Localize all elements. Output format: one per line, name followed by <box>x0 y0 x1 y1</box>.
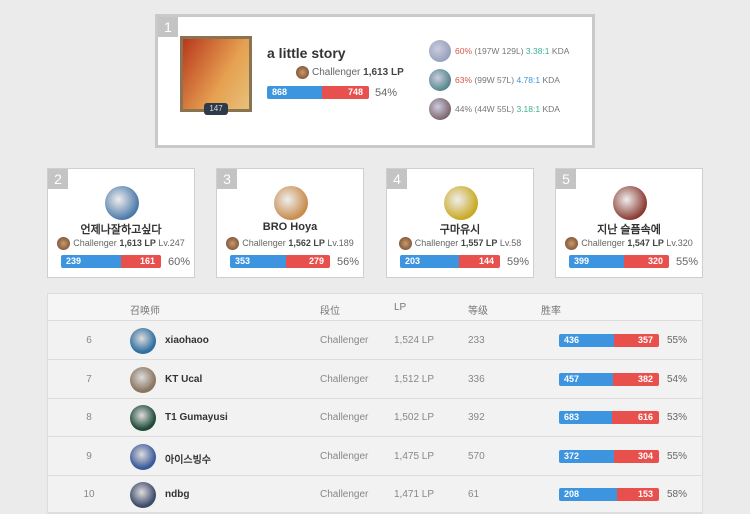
header-tier: 段位 <box>320 306 340 317</box>
header-level: 等级 <box>468 306 488 317</box>
tier-info: Challenger 1,562 LP Lv.189 <box>217 237 363 250</box>
summoner-name[interactable]: BRO Hoya <box>262 221 318 233</box>
winloss-bar: 353 279 <box>230 255 330 268</box>
summoner-name[interactable]: T1 Gumayusi <box>165 412 228 423</box>
lp: 1,475 LP <box>394 450 435 462</box>
tier: Challenger <box>320 412 369 423</box>
challenger-icon <box>57 237 71 250</box>
winloss-bar: 436 357 <box>559 334 659 347</box>
level: 570 <box>468 450 485 462</box>
profile-avatar <box>130 366 156 393</box>
rank-badge: 2 <box>48 169 68 189</box>
winloss-bar: 683 616 <box>559 411 659 424</box>
table-row[interactable]: 9 아이스빙수 Challenger 1,475 LP 570 372 304 5… <box>48 438 702 476</box>
rank: 6 <box>86 335 92 346</box>
winrate: 58% <box>667 489 688 500</box>
winrate: 55% <box>676 256 699 268</box>
profile-avatar <box>274 186 308 220</box>
winloss-bar: 457 382 <box>559 372 659 386</box>
summoner-name[interactable]: ndbg <box>165 489 190 500</box>
ranking-table: 召唤师 段位 LP 等级 胜率 6 xiaohaoo Challenger 1,… <box>47 293 703 514</box>
tier: Challenger <box>320 335 369 346</box>
summoner-name[interactable]: 아이스빙수 <box>165 454 211 466</box>
champion-stats: 60% (197W 129L) 3.38:1 KDA <box>455 46 570 56</box>
challenger-icon <box>398 237 412 250</box>
profile-avatar <box>130 328 156 354</box>
tier-info: Challenger 1,613 LP Lv.247 <box>48 237 194 250</box>
challenger-icon <box>296 66 309 79</box>
profile-avatar <box>444 186 478 220</box>
ranked-card[interactable]: 2 언제나잘하고싶다 Challenger 1,613 LP Lv.247 23… <box>47 168 195 278</box>
champion-stats: 63% (99W 57L) 4.78:1 KDA <box>455 75 560 85</box>
challenger-icon <box>226 237 240 250</box>
winloss-bar: 208 153 <box>559 488 659 501</box>
winloss-bar: 399 320 <box>569 255 669 268</box>
champion-icon <box>429 98 451 120</box>
table-row[interactable]: 10 ndbg Challenger 1,471 LP 61 208 153 58… <box>48 476 702 514</box>
winrate: 59% <box>507 256 530 268</box>
profile-avatar <box>180 36 252 112</box>
winloss-bar: 868 748 <box>267 86 369 99</box>
champion-stats: 44% (44W 55L) 3.18:1 KDA <box>455 104 560 114</box>
winloss-bar: 203 144 <box>400 255 500 268</box>
level: 392 <box>468 412 485 423</box>
ranked-card[interactable]: 4 구마유시 Challenger 1,557 LP Lv.58 203 144 … <box>386 168 534 278</box>
table-row[interactable]: 7 KT Ucal Challenger 1,512 LP 336 457 382… <box>48 361 702 399</box>
profile-avatar <box>105 186 139 220</box>
winrate: 55% <box>667 335 688 346</box>
summoner-name[interactable]: KT Ucal <box>165 373 203 385</box>
summoner-name[interactable]: 구마유시 <box>439 224 481 236</box>
ranked-card[interactable]: 5 지난 슬픔속에 Challenger 1,547 LP Lv.320 399… <box>555 168 703 278</box>
table-row[interactable]: 6 xiaohaoo Challenger 1,524 LP 233 436 35… <box>48 322 702 360</box>
lp: 1,502 LP <box>394 412 435 423</box>
winrate: 54% <box>375 87 398 99</box>
tier: Challenger <box>320 489 369 500</box>
level: 233 <box>468 335 485 346</box>
profile-avatar <box>613 186 647 220</box>
rank: 10 <box>83 489 95 500</box>
winrate: 53% <box>667 412 688 423</box>
winloss-bar: 372 304 <box>559 449 659 463</box>
rank: 8 <box>86 412 92 423</box>
lp: 1,512 LP <box>394 373 435 385</box>
profile-avatar <box>130 405 156 431</box>
champion-icon <box>429 40 451 62</box>
winrate: 55% <box>667 450 688 462</box>
summoner-name[interactable]: xiaohaoo <box>165 335 209 346</box>
level-badge: 147 <box>204 103 228 115</box>
lp: 1,471 LP <box>394 489 435 500</box>
rank: 7 <box>86 373 92 385</box>
top-ranked-card[interactable]: 1 147 a little story Challenger 1,613 LP… <box>155 14 595 148</box>
tier-info: Challenger 1,547 LP Lv.320 <box>556 237 702 250</box>
table-header: 召唤师 段位 LP 等级 胜率 <box>48 294 702 321</box>
tier: Challenger <box>320 373 369 385</box>
summoner-name[interactable]: a little story <box>267 45 346 61</box>
ranked-card[interactable]: 3 BRO Hoya Challenger 1,562 LP Lv.189 35… <box>216 168 364 278</box>
profile-avatar <box>130 443 156 470</box>
winrate: 56% <box>337 256 360 268</box>
rank-badge: 5 <box>556 169 576 189</box>
rank-badge: 4 <box>387 169 407 189</box>
winrate: 60% <box>168 256 191 268</box>
summoner-name[interactable]: 지난 슬픔속에 <box>597 224 661 236</box>
profile-avatar <box>130 482 156 508</box>
challenger-icon <box>565 237 579 250</box>
table-row[interactable]: 8 T1 Gumayusi Challenger 1,502 LP 392 68… <box>48 399 702 437</box>
tier-info: Challenger 1,557 LP Lv.58 <box>387 237 533 250</box>
rank: 9 <box>86 450 92 462</box>
header-lp: LP <box>394 302 407 313</box>
rank-badge: 1 <box>158 17 178 37</box>
level: 61 <box>468 489 480 500</box>
champion-icon <box>429 69 451 91</box>
header-summoner: 召唤师 <box>130 306 160 317</box>
lp: 1,524 LP <box>394 335 435 346</box>
tier-info: Challenger 1,613 LP <box>296 66 404 79</box>
level: 336 <box>468 373 485 385</box>
tier: Challenger <box>320 450 369 462</box>
winloss-bar: 239 161 <box>61 255 161 268</box>
summoner-name[interactable]: 언제나잘하고싶다 <box>80 224 162 236</box>
winrate: 54% <box>667 373 688 385</box>
rank-badge: 3 <box>217 169 237 189</box>
header-winrate: 胜率 <box>541 306 561 317</box>
